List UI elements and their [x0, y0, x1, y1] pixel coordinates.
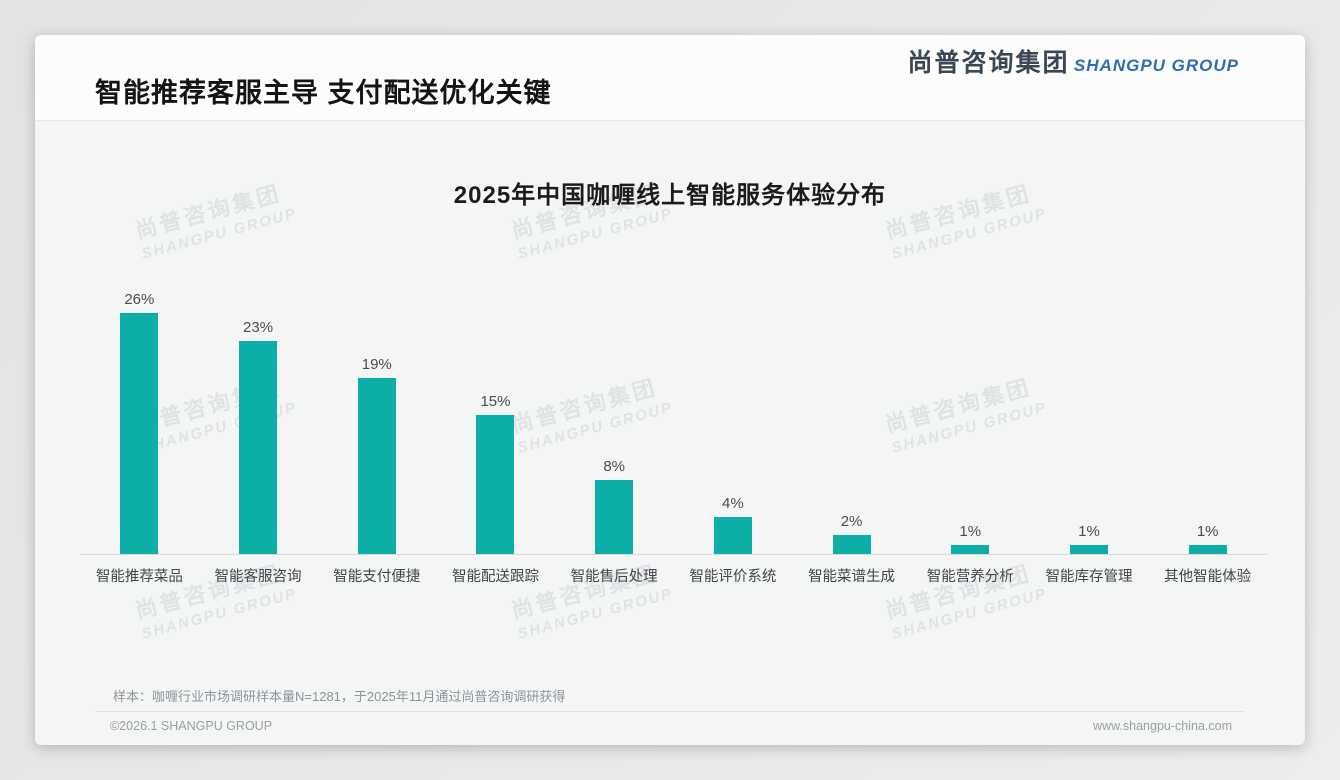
category-label: 其他智能体验	[1164, 569, 1252, 585]
bar-value-label: 26%	[124, 291, 155, 308]
bar	[239, 341, 278, 554]
watermark-line1: 尚普咨询集团	[882, 560, 1034, 624]
bar-value-label: 4%	[722, 495, 744, 512]
bar-column: 1%	[911, 523, 1030, 554]
category-axis: 智能推荐菜品 智能客服咨询 智能支付便捷 智能配送跟踪 智能售后处理 智能评价系统 智能菜谱…	[80, 565, 1267, 586]
bar	[357, 378, 396, 554]
bar-value-label: 15%	[480, 393, 511, 410]
watermark-line1: 尚普咨询集团	[508, 560, 660, 624]
bar	[713, 517, 752, 554]
bar-column: 26%	[80, 291, 199, 554]
company-logo: 尚普咨询集团 SHANGPU GROUP	[907, 49, 1239, 78]
logo-chinese-text: 尚普咨询集团	[907, 49, 1070, 77]
category-label: 智能评价系统	[689, 569, 777, 585]
bar	[120, 313, 159, 554]
watermark-line1: 尚普咨询集团	[132, 560, 284, 624]
bar	[1069, 545, 1108, 554]
category-label: 智能库存管理	[1045, 569, 1133, 585]
bar-value-label: 19%	[361, 356, 392, 373]
bar	[476, 415, 515, 554]
bar-value-label: 1%	[1078, 523, 1100, 540]
bar-column: 1%	[1148, 523, 1267, 554]
sample-note: 样本：咖喱行业市场调研样本量N=1281，于2025年11月通过尚普咨询调研获得	[113, 689, 566, 704]
category-label: 智能配送跟踪	[451, 569, 539, 585]
bar-column: 23%	[199, 319, 318, 554]
website-text: www.shangpu-china.com	[1093, 719, 1232, 733]
bar-value-label: 1%	[959, 523, 982, 540]
bar	[951, 545, 990, 554]
category-label: 智能菜谱生成	[808, 569, 896, 585]
category-label: 智能售后处理	[570, 569, 658, 585]
logo-english-text: SHANGPU GROUP	[1073, 56, 1239, 75]
bar-column: 2%	[792, 513, 911, 554]
bar-value-label: 2%	[840, 513, 863, 530]
bar-value-label: 23%	[243, 319, 274, 336]
bar	[595, 480, 634, 554]
bar-value-label: 1%	[1196, 523, 1219, 540]
category-label: 智能营养分析	[926, 569, 1014, 585]
bar-value-label: 8%	[603, 458, 625, 475]
bar-column: 8%	[555, 458, 674, 554]
watermark-line2: SHANGPU GROUP	[889, 584, 1049, 643]
bar	[832, 535, 871, 554]
category-label: 智能支付便捷	[333, 569, 421, 585]
category-label: 智能客服咨询	[214, 569, 302, 585]
bar-column: 1%	[1030, 523, 1149, 554]
bar-column: 4%	[674, 495, 793, 554]
copyright-text: ©2026.1 SHANGPU GROUP	[110, 719, 273, 733]
slide-card: 尚普咨询集团 SHANGPU GROUP 尚普咨询集团 SHANGPU GROUP 尚普…	[35, 35, 1305, 745]
footer-divider	[95, 711, 1245, 712]
category-label: 智能推荐菜品	[95, 569, 183, 585]
footer-bar: ©2026.1 SHANGPU GROUP www.shangpu-china.…	[110, 719, 1232, 733]
bar-chart-plot: 26% 23% 19% 15% 8% 4% 2% 1% 1% 1%	[80, 255, 1267, 555]
bar-column: 19%	[317, 356, 436, 554]
page-title: 智能推荐客服主导 支付配送优化关键	[95, 78, 552, 108]
watermark-line2: SHANGPU GROUP	[139, 584, 299, 643]
watermark-line2: SHANGPU GROUP	[515, 584, 675, 643]
chart-title: 2025年中国咖喱线上智能服务体验分布	[453, 182, 887, 209]
slide-header: 智能推荐客服主导 支付配送优化关键 尚普咨询集团 SHANGPU GROUP	[35, 35, 1305, 121]
bar	[1188, 545, 1227, 554]
bar-column: 15%	[436, 393, 555, 554]
